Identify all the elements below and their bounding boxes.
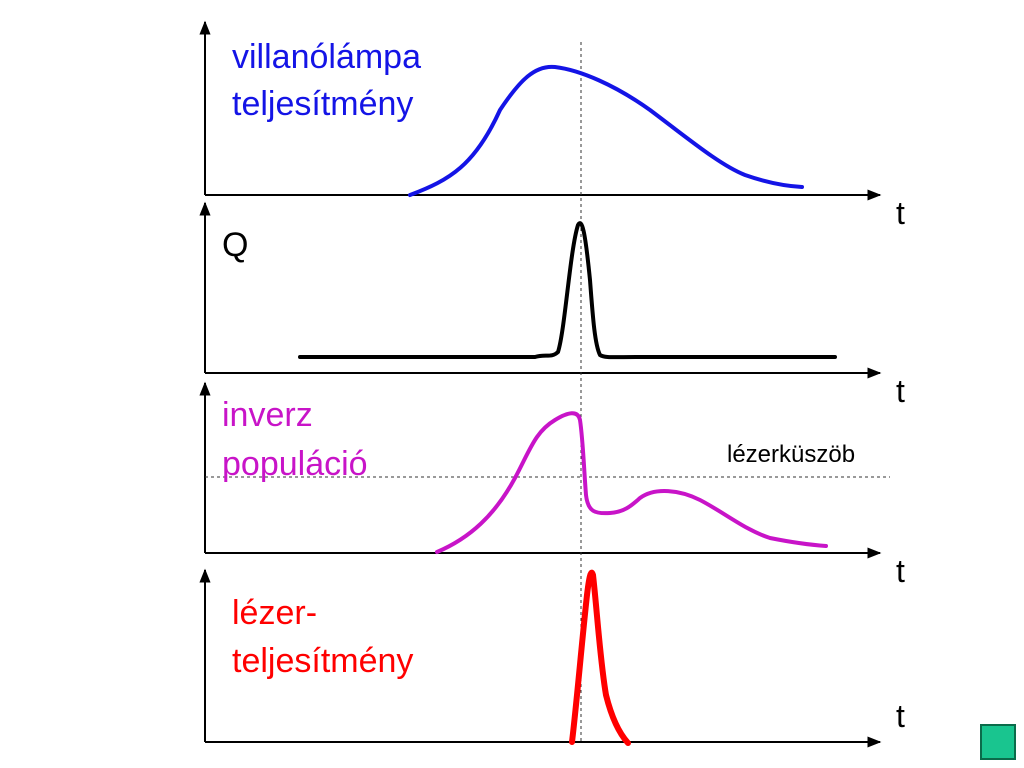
flash-lamp-label-line1: villanólámpa [232,38,421,76]
threshold-label: lézerküszöb [727,441,856,468]
q-label: Q [222,226,249,264]
time-axis-label-1: t [896,195,905,231]
green-square-icon[interactable] [980,724,1016,760]
time-axis-label-3: t [896,553,905,589]
inversion-label-line2: populáció [222,445,368,483]
laser-power-curve [569,569,631,746]
q-factor-curve [298,221,837,360]
laser-power-label-line1: lézer- [232,594,318,632]
laser-power-label-line2: teljesítmény [232,642,414,680]
inversion-population-curve [435,411,828,554]
time-axis-label-2: t [896,373,905,409]
inversion-label-line1: inverz [222,396,313,434]
flash-lamp-label-line2: teljesítmény [232,85,414,123]
flash-lamp-power-curve [408,64,804,197]
time-axis-label-4: t [896,698,905,734]
